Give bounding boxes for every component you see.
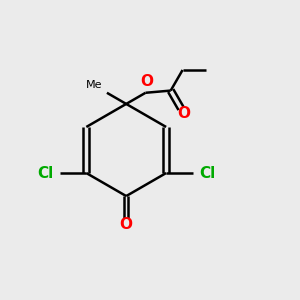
Text: O: O: [177, 106, 190, 122]
Text: Me: Me: [85, 80, 102, 90]
Text: Cl: Cl: [37, 166, 53, 181]
Text: O: O: [120, 218, 133, 232]
Text: O: O: [140, 74, 154, 89]
Text: Cl: Cl: [200, 166, 216, 181]
